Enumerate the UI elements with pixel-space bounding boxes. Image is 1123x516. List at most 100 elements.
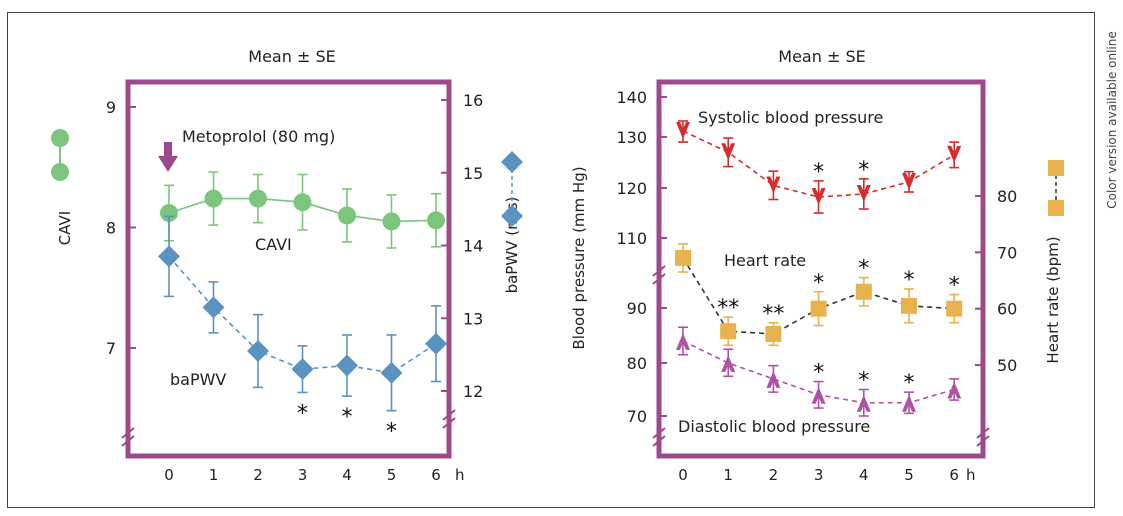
dbp-point <box>721 355 736 372</box>
right-x-unit: h <box>966 466 976 484</box>
drug-arrow <box>158 142 178 172</box>
dbp-point <box>766 370 781 388</box>
sbp-point <box>811 188 826 205</box>
cavi-point <box>293 193 312 212</box>
dbp-significance: * <box>858 369 869 394</box>
left-panel-title: Mean ± SE <box>248 47 335 66</box>
hr-significance: ** <box>717 296 739 321</box>
bapwv-axis-tick-label: 12 <box>463 382 483 401</box>
bp-axis-label: Blood pressure (mm Hg) <box>570 166 588 349</box>
left-axis-break-right <box>442 409 456 429</box>
left-x-tick-label: 5 <box>387 466 397 484</box>
left-panel-cavi-ticks: 7 8 9 <box>106 98 136 358</box>
sbp-significance: * <box>858 158 869 183</box>
dbp-series-label: Diastolic blood pressure <box>678 417 870 436</box>
right-x-tick-label: 4 <box>859 466 869 484</box>
bapwv-axis-tick-label: 13 <box>463 309 483 328</box>
bapwv-axis-tick-label: 15 <box>463 164 483 183</box>
left-x-tick-label: 4 <box>342 466 352 484</box>
hr-axis-label: Heart rate (bpm) <box>1044 236 1062 363</box>
dbp-significance: * <box>813 361 824 386</box>
right-panel-series: * *** **** * ** * * <box>675 120 963 417</box>
hr-point <box>855 283 872 300</box>
right-x-tick-label: 5 <box>904 466 914 484</box>
right-axis-break-marks <box>652 265 990 447</box>
bp-axis-tick-label: 120 <box>616 179 647 198</box>
left-x-tick-label: 2 <box>253 466 263 484</box>
hr-axis-tick-label: 60 <box>997 300 1017 319</box>
bapwv-significance: * <box>386 420 397 445</box>
cavi-point <box>249 189 267 208</box>
cavi-axis-tick-label: 9 <box>106 98 116 117</box>
bp-axis-tick-label: 70 <box>627 407 647 426</box>
sbp-point <box>947 145 962 163</box>
hr-significance: * <box>949 274 960 299</box>
right-x-tick-label: 6 <box>949 466 959 484</box>
right-x-tick-label: 0 <box>678 466 688 484</box>
bapwv-axis-tick-label: 16 <box>463 91 483 110</box>
left-y-axis-label: CAVI <box>56 211 74 245</box>
cavi-axis-tick-label: 8 <box>106 219 116 238</box>
cavi-point <box>338 206 356 225</box>
hr-significance: * <box>858 257 869 282</box>
bapwv-point <box>202 296 225 319</box>
hr-point <box>901 297 917 314</box>
dbp-significance: * <box>904 371 915 396</box>
left-axis-break-marks <box>121 409 456 447</box>
left-plot-frame <box>125 79 452 459</box>
dbp-point <box>902 394 916 412</box>
figure-frame <box>7 12 1095 508</box>
right-x-tick-label: 3 <box>814 466 824 484</box>
sbp-point <box>721 143 736 161</box>
bp-axis-tick-label: 130 <box>616 128 647 147</box>
hr-axis-tick-label: 70 <box>997 243 1017 262</box>
hr-point <box>675 249 691 266</box>
left-panel-x-ticks: 0 1 2 3 4 5 6 <box>164 466 441 484</box>
right-panel-x-ticks: 0 1 2 3 4 5 6 <box>678 466 959 484</box>
cavi-point <box>427 211 445 230</box>
bapwv-significance: * <box>342 405 353 430</box>
bapwv-series-label: baPWV <box>170 370 226 389</box>
left-panel-bapwv-ticks: 12 13 14 15 16 <box>441 91 483 401</box>
bapwv-point <box>158 245 180 268</box>
dbp-point <box>811 386 826 404</box>
bapwv-legend-symbol <box>501 151 523 227</box>
hr-axis-tick-label: 50 <box>997 356 1017 375</box>
hr-point <box>765 326 782 343</box>
sbp-point <box>856 185 871 202</box>
bp-axis-tick-label: 80 <box>627 354 647 373</box>
hr-legend-symbol <box>1048 160 1064 216</box>
right-axis-break-top <box>652 265 666 285</box>
right-x-tick-label: 2 <box>769 466 779 484</box>
left-x-tick-label: 3 <box>298 466 308 484</box>
left-x-tick-label: 0 <box>164 466 174 484</box>
cavi-legend-symbol <box>51 129 69 181</box>
bp-axis-tick-label: 140 <box>616 88 647 107</box>
sbp-series-label: Systolic blood pressure <box>698 108 883 127</box>
bapwv-significance: * <box>297 401 308 426</box>
left-x-tick-label: 1 <box>209 466 219 484</box>
cavi-point <box>382 212 401 231</box>
bapwv-point <box>247 339 269 362</box>
cavi-series-label: CAVI <box>255 235 292 254</box>
bapwv-axis-tick-label: 14 <box>463 237 483 256</box>
hr-significance: * <box>813 271 824 296</box>
cavi-point <box>160 204 178 223</box>
hr-point <box>810 300 827 317</box>
right-panel-hr-ticks: 50 60 70 80 <box>975 187 1017 375</box>
cavi-axis-tick-label: 7 <box>106 339 116 358</box>
hr-significance: * <box>904 268 915 293</box>
drug-annotation: Metoprolol (80 mg) <box>182 127 335 146</box>
right-x-tick-label: 1 <box>723 466 733 484</box>
hr-point <box>946 300 963 317</box>
sbp-significance: * <box>813 160 824 185</box>
right-axis-break-bottom <box>652 427 666 447</box>
left-x-unit: h <box>455 466 465 484</box>
bapwv-point <box>380 361 403 384</box>
sbp-point <box>676 122 690 139</box>
bp-axis-tick-label: 90 <box>627 299 647 318</box>
hr-point <box>720 323 737 340</box>
left-x-tick-label: 6 <box>431 466 441 484</box>
